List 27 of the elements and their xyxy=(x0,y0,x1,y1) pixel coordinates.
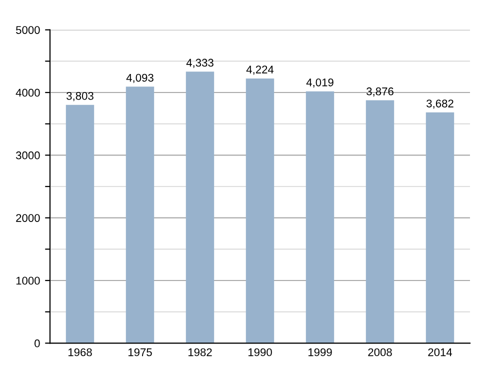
bar xyxy=(66,104,94,344)
data-label: 4,333 xyxy=(186,58,214,68)
data-label: 3,876 xyxy=(366,87,394,97)
bar xyxy=(126,86,154,344)
data-label: 3,803 xyxy=(66,92,94,102)
y-tick-label: 0 xyxy=(34,339,40,348)
x-tick-label: 1999 xyxy=(308,348,332,356)
bar xyxy=(426,112,454,344)
y-tick-label: 3000 xyxy=(16,151,40,160)
bar xyxy=(246,78,274,344)
data-label: 4,093 xyxy=(126,74,154,84)
y-tick-label: 4000 xyxy=(16,88,40,97)
bar xyxy=(366,100,394,344)
y-tick-label: 1000 xyxy=(16,276,40,285)
x-tick-label: 1990 xyxy=(248,348,272,356)
bar xyxy=(306,91,334,344)
x-tick-label: 1982 xyxy=(188,348,212,356)
y-tick-label: 5000 xyxy=(16,26,40,34)
y-tick-label: 2000 xyxy=(16,214,40,222)
x-tick-label: 1968 xyxy=(68,348,92,356)
x-tick-label: 1975 xyxy=(128,348,152,356)
x-tick-label: 2008 xyxy=(368,348,392,356)
data-label: 4,224 xyxy=(246,66,274,75)
bar xyxy=(186,72,214,344)
data-label: 3,682 xyxy=(426,100,454,109)
x-tick-label: 2014 xyxy=(428,348,452,356)
data-label: 4,019 xyxy=(306,78,334,88)
